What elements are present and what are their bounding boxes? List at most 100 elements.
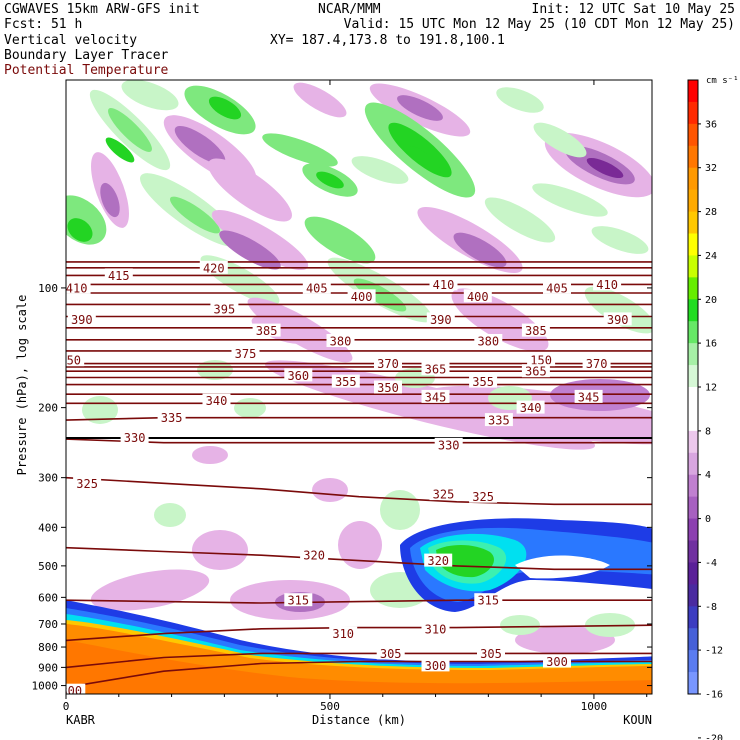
w-neg-patch <box>312 478 348 502</box>
theta-label: 345 <box>425 390 447 404</box>
w-neg-patch <box>192 446 228 464</box>
theta-label-bg <box>574 389 603 403</box>
x-start-station: KABR <box>66 713 96 727</box>
theta-label-bg <box>603 312 632 326</box>
theta-label-bg <box>474 593 503 607</box>
theta-label-bg <box>424 553 453 567</box>
theta-label-bg <box>284 368 313 382</box>
w-neg-patch <box>338 521 382 569</box>
theta-label-bg <box>429 277 458 291</box>
theta-label-bg <box>421 362 450 376</box>
theta-contour-320 <box>66 546 652 571</box>
w-wave-patch <box>67 218 93 242</box>
theta-label-bg <box>421 658 450 672</box>
theta-label: 325 <box>76 477 98 491</box>
colorbar-swatch <box>688 584 698 607</box>
theta-label: 365 <box>525 365 547 379</box>
theta-label: 335 <box>488 414 510 428</box>
w-pos-patch <box>500 615 540 635</box>
y-tick-label: 500 <box>38 560 58 573</box>
theta-label-bg <box>374 380 402 394</box>
colorbar-label: -20 <box>705 733 723 740</box>
theta-label-bg <box>326 334 355 347</box>
theta-label: 150 <box>59 354 81 368</box>
colorbar-swatch <box>688 606 698 629</box>
theta-label-bg <box>199 260 228 274</box>
theta-label: 410 <box>66 281 88 295</box>
theta-label-bg <box>421 389 450 403</box>
w-neg-patch <box>192 530 248 570</box>
w-wave-patch <box>532 183 608 217</box>
w-neg-patch <box>515 626 615 654</box>
theta-label: 305 <box>480 647 502 661</box>
theta-label-bg <box>231 346 260 360</box>
w-pos-patch <box>154 503 186 527</box>
w-wave-patch <box>211 209 309 271</box>
header-center: NCAR/MMM <box>318 2 381 17</box>
w-wave-patch <box>293 82 347 118</box>
theta-label-bg <box>329 626 358 640</box>
theta-label-bg <box>474 334 503 347</box>
x-tick-label: 0 <box>63 700 70 713</box>
colorbar-swatch <box>688 343 698 366</box>
header: CGWAVES 15km ARW-GFS init NCAR/MMM Init:… <box>4 2 735 78</box>
w-wave-patch <box>121 80 179 111</box>
theta-label-bg <box>67 312 96 326</box>
colorbar-swatch <box>688 321 698 344</box>
theta-label-bg <box>426 312 455 326</box>
theta-label: 310 <box>425 622 447 636</box>
w-wave-patch <box>316 171 344 189</box>
theta-label: 365 <box>425 363 447 377</box>
theta-label-bg <box>202 393 231 407</box>
theta-label: 380 <box>330 335 352 349</box>
header-init: Init: 12 UTC Sat 10 May 25 <box>532 2 736 17</box>
y-tick-label: 400 <box>38 521 58 534</box>
theta-contour-325 <box>66 476 652 506</box>
w-wave-patch <box>208 158 292 222</box>
colorbar-label: 32 <box>705 163 717 174</box>
w-pos-strong <box>436 544 495 578</box>
colorbar-swatch <box>688 496 698 520</box>
w-wave-patch <box>208 96 242 120</box>
y-axis: 100 200 300 400 500 600 700 800 900 1000 <box>32 282 652 693</box>
theta-label: 375 <box>235 347 257 361</box>
colorbar-swatch <box>688 387 698 410</box>
header-fcst: Fcst: 51 h <box>4 17 82 32</box>
colorbar-swatch <box>688 167 698 191</box>
theta-label: 370 <box>586 357 608 371</box>
colorbar: 36 32 28 24 20 16 12 8 4 0 -4 -8 -12 -16 -20 <box>687 79 723 740</box>
theta-label-bg <box>73 476 102 490</box>
theta-label-bg <box>477 646 505 660</box>
theta-label: 355 <box>335 375 357 389</box>
theta-label: 400 <box>467 290 489 304</box>
colorbar-swatch <box>688 650 698 673</box>
colorbar-label: -16 <box>705 690 723 701</box>
theta-label-bg <box>521 364 550 378</box>
theta-label: 345 <box>578 390 600 404</box>
colorbar-swatch <box>688 452 698 476</box>
colorbar-swatch <box>688 255 698 278</box>
theta-label: 385 <box>525 324 547 338</box>
theta-label-bg <box>66 353 85 367</box>
theta-label: 390 <box>430 313 452 327</box>
w-wave-patch <box>262 133 338 167</box>
colorbar-label: 8 <box>705 426 711 437</box>
x-tick-label: 1000 <box>581 700 608 713</box>
theta-label-bg <box>543 654 571 668</box>
colorbar-swatch <box>688 408 698 432</box>
theta-label-bg <box>252 323 281 337</box>
theta-label-bg <box>302 280 331 294</box>
colorbar-swatch <box>688 145 698 169</box>
header-model: CGWAVES 15km ARW-GFS init <box>4 2 200 17</box>
theta-label-bg <box>543 280 571 294</box>
w-wave-patch <box>100 182 120 218</box>
theta-label: 405 <box>306 281 328 295</box>
w-wave-patch <box>174 125 226 165</box>
colorbar-label: -4 <box>705 558 717 569</box>
jet-feature <box>400 518 652 612</box>
colorbar-swatch <box>688 672 698 695</box>
white-pocket <box>515 555 610 579</box>
w-wave-patch <box>484 197 556 243</box>
theta-label-bg <box>469 489 498 503</box>
